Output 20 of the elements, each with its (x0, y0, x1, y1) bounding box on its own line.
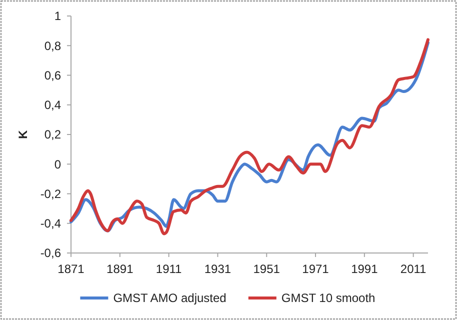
y-tick-label: 0 (54, 157, 62, 172)
x-tick-label: 1951 (253, 262, 280, 276)
y-tick-label: 0,2 (44, 128, 62, 142)
x-tick-label: 1931 (204, 262, 232, 276)
x-tick-label: 1911 (156, 262, 182, 276)
x-tick-label: 1991 (351, 262, 378, 276)
y-tick-label: 0,4 (44, 98, 62, 112)
x-tick-label: 1891 (106, 262, 134, 276)
x-tick-label: 1871 (58, 262, 85, 276)
legend-label: GMST 10 smooth (281, 291, 376, 306)
y-tick-label: 0,8 (44, 38, 62, 53)
y-tick-label: 1 (54, 9, 62, 24)
x-tick-label: 2011 (400, 262, 427, 276)
legend-label: GMST AMO adjusted (113, 291, 226, 306)
x-tick-label: 1971 (302, 262, 330, 276)
y-tick-label: -0,2 (40, 186, 62, 201)
y-tick-label: -0,4 (40, 216, 62, 231)
y-tick-label: 0,6 (44, 68, 62, 82)
y-tick-label: -0,6 (40, 246, 62, 260)
y-axis-title: K (16, 130, 30, 139)
